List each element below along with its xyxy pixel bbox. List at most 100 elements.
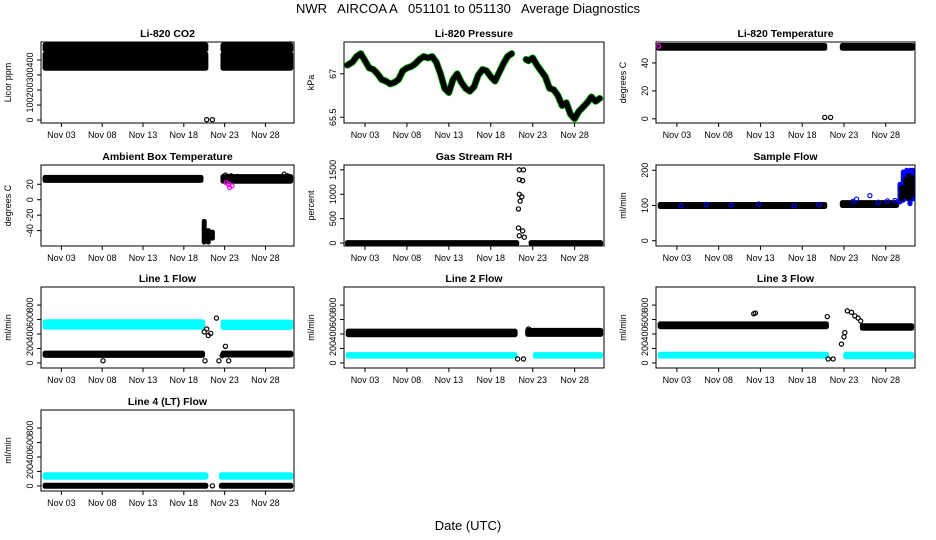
data-point [853,196,860,202]
series-line1_points [100,315,232,364]
data-band [839,42,915,51]
x-tick-label: Nov 18 [477,375,506,385]
x-tick-label: Nov 08 [704,130,733,140]
x-tick-label: Nov 03 [351,130,380,140]
y-tick-label: 40 [640,58,650,68]
data-point [243,174,250,181]
y-tick-label: 0 [25,360,35,365]
y-tick-label: 600 [25,435,35,450]
data-point [208,330,214,336]
data-point [857,318,864,324]
y-axis-label: ml/min [306,314,316,341]
x-tick-label: Nov 03 [351,253,380,263]
x-tick-label: Nov 13 [746,130,775,140]
y-tick-label: 0 [640,360,650,365]
panel-title: Li-820 Temperature [737,28,833,40]
x-tick-label: Nov 23 [518,375,547,385]
data-band [42,51,209,71]
y-tick-label: 200 [25,464,35,479]
data-point [703,201,709,208]
x-tick-label: Nov 03 [47,375,76,385]
plot-frame [343,41,605,124]
y-tick-label: 500 [328,211,338,226]
data-point [756,201,762,207]
y-axis-label: ml/min [618,192,628,219]
plot-frame [40,164,295,247]
x-tick-label: Nov 03 [351,375,380,385]
plot-frame [40,409,295,492]
x-tick-label: Nov 08 [704,375,733,385]
y-tick-label: 800 [25,421,35,436]
y-tick-label: 1500 [328,160,338,180]
x-tick-label: Nov 03 [47,498,76,508]
data-band [528,240,604,246]
x-tick-label: Nov 18 [788,375,817,385]
data-band [532,352,604,359]
y-tick-label: 400 [25,449,35,464]
data-band [220,42,294,53]
series-line4_cyan [42,472,294,480]
y-tick-label: -20 [25,209,35,222]
x-tick-label: Nov 08 [393,375,422,385]
data-layer [42,171,294,245]
series-box_temp_low [201,218,215,245]
x-axis-title: Date (UTC) [434,518,502,533]
data-point [209,483,216,489]
series-line3_points [751,308,864,362]
data-point [239,176,245,182]
x-tick-label: Nov 28 [560,375,589,385]
panel-title: Line 3 Flow [757,273,815,285]
data-point [202,358,208,364]
data-point [520,167,527,173]
data-band [220,174,294,184]
data-point [838,341,845,347]
data-point [219,353,225,359]
panel-5: Gas Stream RH percent 0 500 1000 1500 Nov 03 No… [306,151,605,263]
y-tick-label: 600 [640,312,650,327]
x-tick-label: Nov 03 [47,253,76,263]
x-tick-label: Nov 08 [704,253,733,263]
series-box_temp_scatter [222,171,291,183]
data-column [209,229,215,241]
y-axis-label: degrees C [618,61,628,103]
data-point [203,116,210,123]
y-axis-label: Licor ppm [3,63,13,103]
data-point [515,206,522,212]
y-tick-label: 67 [328,69,338,79]
data-point [825,356,831,362]
data-band [345,352,518,359]
y-tick-label: 200 [25,341,35,356]
data-layer [656,42,915,121]
series-rh_base [344,240,604,246]
y-axis-label: ml/min [3,437,13,464]
y-tick-label: 800 [328,298,338,313]
panel-2: Li-820 Pressure kPa 65.5 67 Nov 03 Nov 08 Nov … [306,28,605,140]
x-tick-label: Nov 13 [129,375,158,385]
panel-4: Ambient Box Temperature degrees C -40 -20 0 2… [3,151,295,263]
data-point [875,199,881,206]
series-line2_points [514,326,554,362]
series-line1_black [42,350,294,358]
x-tick-label: Nov 23 [518,253,547,263]
data-column [909,174,915,198]
data-point [848,309,855,316]
data-band [859,323,915,331]
plot-frame [40,286,295,369]
panel-title: Sample Flow [753,151,818,163]
x-tick-label: Nov 08 [393,253,422,263]
data-point [842,329,848,336]
series-pressure [344,50,604,123]
panel-title: Line 2 Flow [445,273,503,285]
y-tick-label: 300 [25,67,35,82]
data-band [344,240,520,246]
data-layer [42,472,294,489]
x-tick-label: Nov 18 [170,498,199,508]
series-co2_main [42,51,294,71]
y-axis-label: kPa [306,75,316,91]
x-tick-label: Nov 23 [830,130,859,140]
y-tick-label: 0 [328,241,338,246]
data-band [42,319,206,330]
